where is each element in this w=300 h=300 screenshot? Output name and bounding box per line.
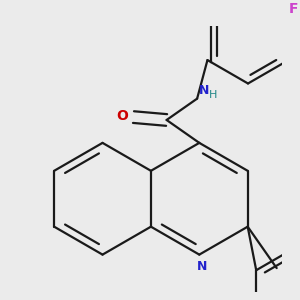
Text: H: H bbox=[209, 90, 218, 100]
Text: N: N bbox=[197, 260, 207, 273]
Text: F: F bbox=[289, 2, 298, 16]
Text: O: O bbox=[116, 109, 128, 123]
Text: N: N bbox=[199, 84, 209, 97]
